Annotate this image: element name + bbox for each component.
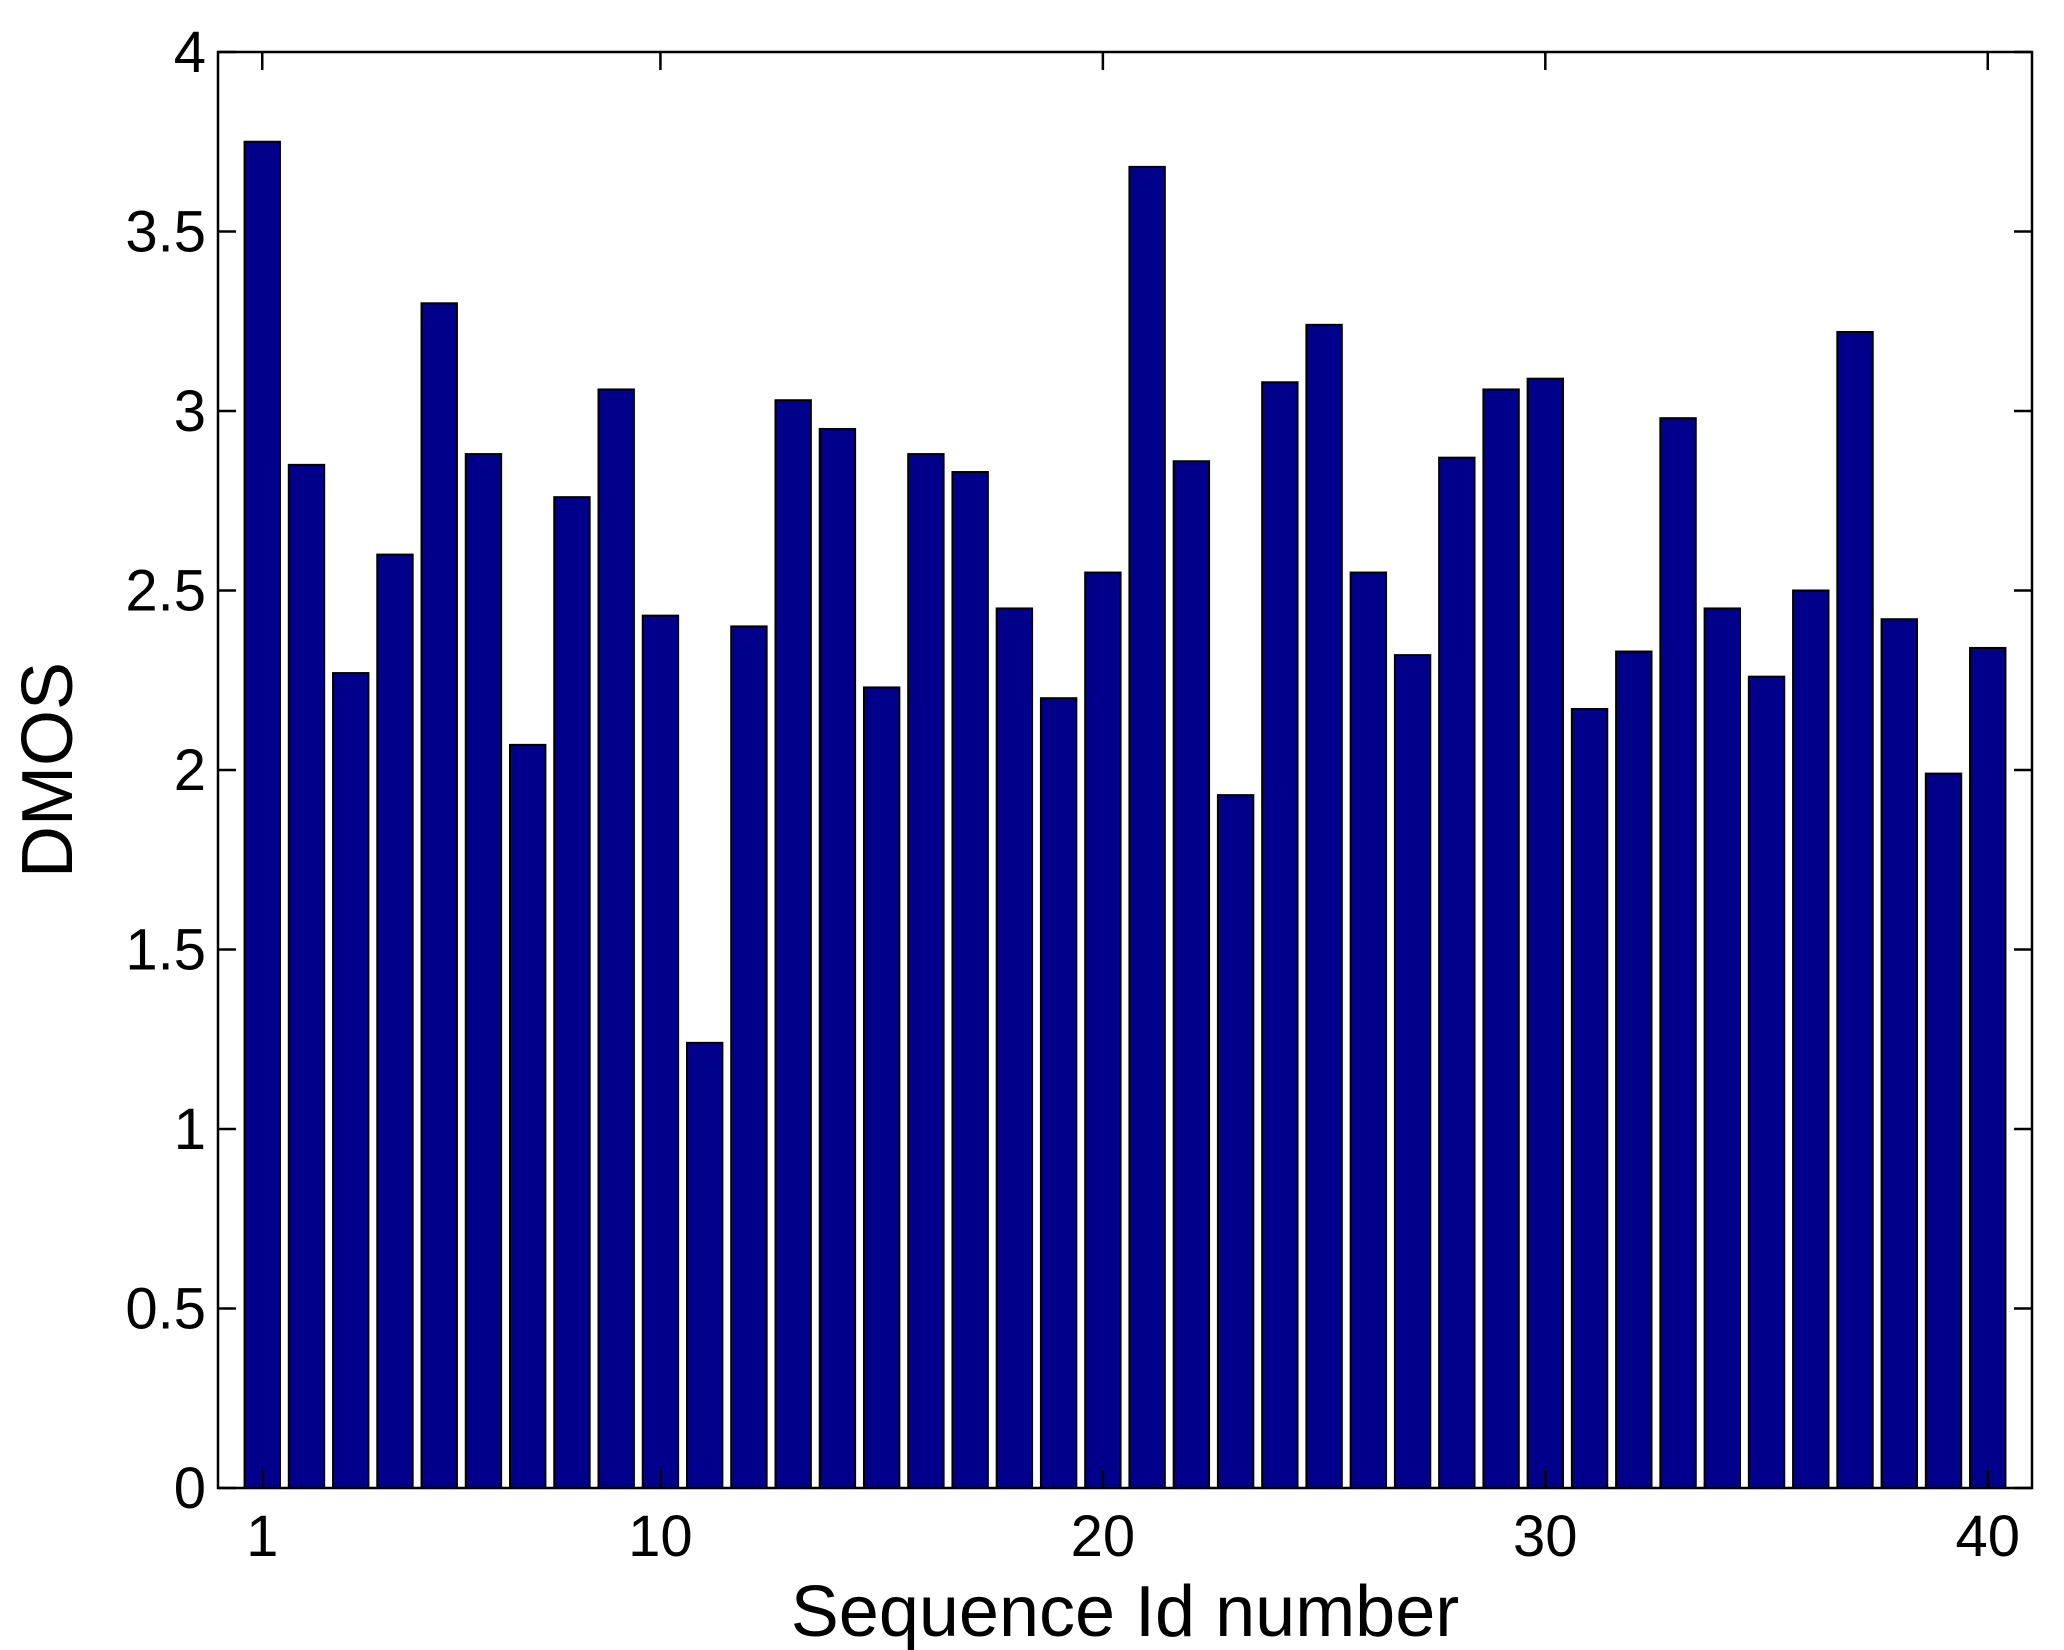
bar-sequence-15: [862, 686, 901, 1489]
bar-sequence-16: [907, 453, 945, 1490]
bars-layer: [243, 140, 2007, 1490]
bar-sequence-3: [332, 672, 370, 1489]
x-tick-label: 20: [1071, 1504, 1136, 1569]
bar-sequence-27: [1393, 654, 1432, 1489]
y-tick-label: 3.5: [125, 200, 206, 265]
bar-sequence-40: [1969, 646, 2007, 1489]
bar-sequence-1: [243, 140, 281, 1489]
bar-sequence-39: [1924, 772, 1963, 1489]
y-tick-label: 2.5: [125, 559, 206, 624]
bar-sequence-31: [1570, 707, 1609, 1489]
bar-sequence-14: [818, 427, 857, 1490]
y-tick-label: 3: [174, 379, 206, 444]
bar-sequence-33: [1659, 417, 1697, 1489]
bar-sequence-6: [464, 453, 503, 1490]
bar-sequence-11: [685, 1041, 724, 1489]
bar-sequence-25: [1305, 323, 1343, 1490]
bar-sequence-21: [1128, 165, 1166, 1489]
y-tick-label: 0: [174, 1456, 206, 1521]
bar-sequence-24: [1261, 381, 1299, 1489]
bar-sequence-12: [730, 625, 768, 1489]
bar-sequence-30: [1526, 377, 1565, 1490]
plot-frame: [216, 50, 2034, 1490]
bar-sequence-20: [1084, 571, 1122, 1489]
bar-sequence-5: [420, 302, 458, 1489]
x-tick-label: 30: [1513, 1504, 1578, 1569]
bar-sequence-13: [774, 399, 812, 1490]
bar-sequence-29: [1482, 388, 1520, 1490]
bar-sequence-10: [641, 614, 680, 1489]
bar-sequence-7: [509, 743, 547, 1489]
y-tick-label: 2: [174, 738, 206, 803]
bar-sequence-35: [1747, 675, 1786, 1489]
bar-sequence-38: [1880, 618, 1918, 1489]
y-tick-label: 0.5: [125, 1277, 206, 1342]
bar-sequence-32: [1615, 650, 1653, 1489]
bar-sequence-34: [1703, 607, 1741, 1489]
x-axis-label: Sequence Id number: [791, 1572, 1459, 1650]
bar-sequence-23: [1216, 794, 1255, 1489]
bar-sequence-26: [1349, 571, 1388, 1489]
y-tick-label: 1: [174, 1097, 206, 1162]
bar-sequence-19: [1039, 697, 1078, 1489]
bar-sequence-28: [1438, 456, 1476, 1489]
bar-sequence-17: [951, 471, 989, 1489]
x-tick-label: 40: [1955, 1504, 2020, 1569]
bar-sequence-2: [287, 463, 326, 1490]
y-tick-label: 4: [174, 20, 206, 85]
bar-sequence-18: [995, 607, 1034, 1489]
bar-sequence-8: [553, 496, 591, 1490]
bar-sequence-4: [376, 553, 414, 1489]
x-tick-label: 10: [628, 1504, 693, 1569]
bar-sequence-37: [1836, 331, 1874, 1489]
bar-sequence-36: [1792, 589, 1830, 1489]
y-tick-label: 1.5: [125, 918, 206, 983]
tick-labels-layer: 0 0.5 1 1.5 2 2.5 3 3.5 4 1 10 20 30 40: [125, 20, 2020, 1569]
bar-sequence-9: [597, 388, 635, 1490]
y-axis-label: DMOS: [8, 662, 88, 878]
x-tick-label: 1: [246, 1504, 278, 1569]
bar-sequence-22: [1172, 460, 1211, 1489]
